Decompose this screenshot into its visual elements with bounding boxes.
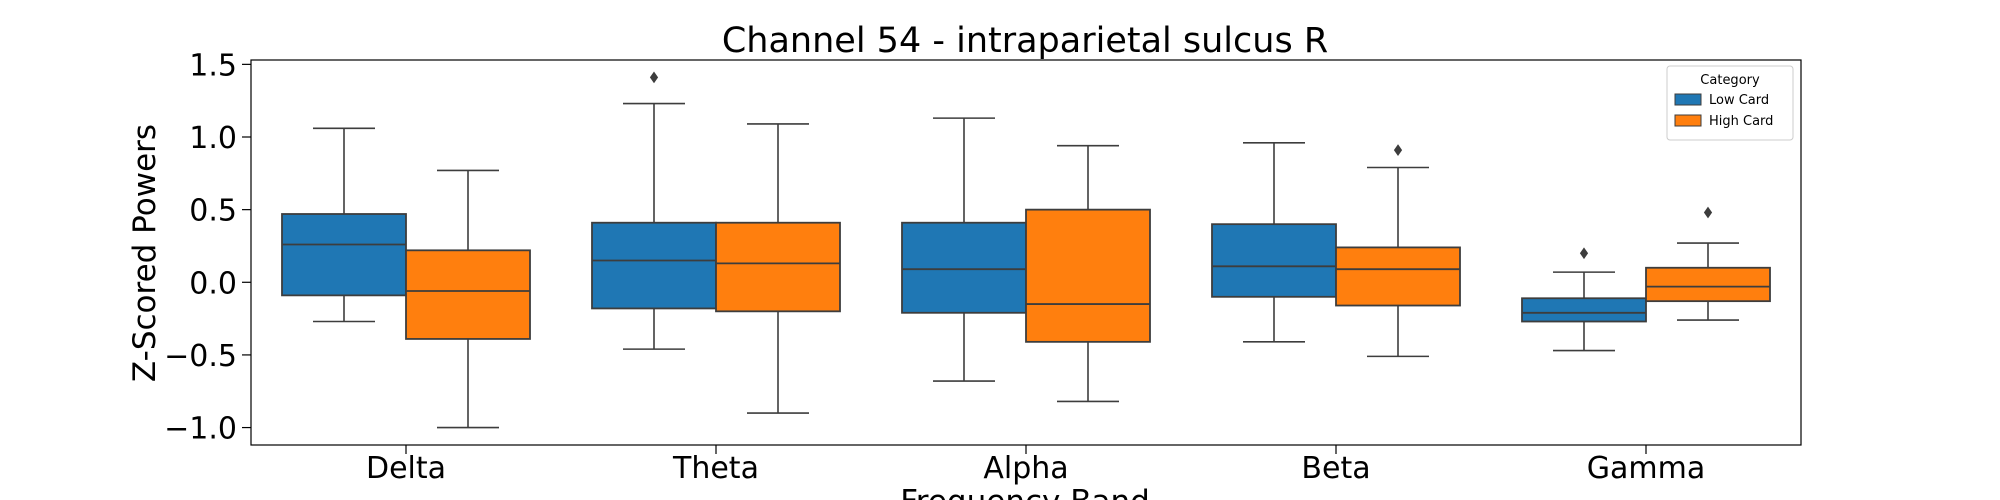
box-iqr — [591, 221, 717, 310]
outlier-point — [1579, 247, 1589, 260]
plot-area — [281, 71, 1771, 429]
x-tick-label: Theta — [672, 451, 759, 486]
box-high-card-theta — [715, 123, 841, 414]
box-iqr — [1025, 208, 1151, 343]
outlier-point — [1393, 144, 1403, 156]
x-axis-label: Frequency Band — [900, 484, 1150, 500]
legend-title: Category — [1700, 73, 1760, 88]
box-high-card-beta — [1335, 144, 1461, 358]
y-tick-label: 0.0 — [189, 266, 237, 301]
y-axis-label: Z-Scored Powers — [127, 124, 163, 382]
x-tick-label: Delta — [366, 451, 446, 486]
legend: Category Low Card High Card — [1666, 65, 1794, 141]
x-tick-label: Gamma — [1587, 451, 1705, 486]
box-iqr — [715, 221, 841, 313]
y-tick-label: 1.0 — [189, 121, 237, 156]
legend-entry: High Card — [1709, 114, 1773, 129]
outlier-point — [649, 71, 659, 84]
chart-title: Channel 54 - intraparietal sulcus R — [722, 21, 1328, 61]
y-tick-label: −0.5 — [164, 339, 237, 374]
x-tick-label: Beta — [1301, 451, 1370, 486]
legend-swatch — [1674, 114, 1702, 127]
box-iqr — [405, 249, 531, 340]
y-tick-label: −1.0 — [164, 412, 237, 447]
box-low-card-gamma — [1521, 247, 1647, 352]
legend-entry: Low Card — [1709, 93, 1769, 108]
box-low-card-delta — [281, 127, 407, 323]
y-tick-label: 0.5 — [189, 194, 237, 229]
box-high-card-alpha — [1025, 144, 1151, 403]
box-iqr — [281, 213, 407, 297]
box-low-card-beta — [1211, 142, 1337, 343]
box-iqr — [1211, 223, 1337, 298]
box-high-card-gamma — [1645, 206, 1771, 321]
x-tick-label: Alpha — [983, 451, 1068, 486]
box-iqr — [1335, 246, 1461, 307]
box-iqr — [901, 221, 1027, 314]
box-iqr — [1645, 266, 1771, 303]
legend-swatch — [1674, 93, 1702, 106]
outlier-point — [1703, 206, 1713, 219]
box-low-card-theta — [591, 71, 717, 350]
box-high-card-delta — [405, 169, 531, 429]
box-iqr — [1521, 297, 1647, 323]
y-tick-label: 1.5 — [189, 48, 237, 83]
box-low-card-alpha — [901, 117, 1027, 382]
